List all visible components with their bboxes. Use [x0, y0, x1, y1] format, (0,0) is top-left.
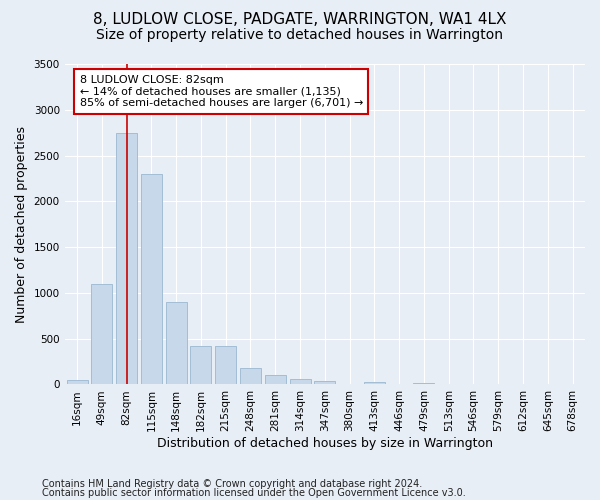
- Text: Contains HM Land Registry data © Crown copyright and database right 2024.: Contains HM Land Registry data © Crown c…: [42, 479, 422, 489]
- Bar: [240, 368, 261, 384]
- Bar: [67, 380, 88, 384]
- Bar: [91, 284, 112, 384]
- Text: 8 LUDLOW CLOSE: 82sqm
← 14% of detached houses are smaller (1,135)
85% of semi-d: 8 LUDLOW CLOSE: 82sqm ← 14% of detached …: [80, 75, 363, 108]
- Bar: [166, 302, 187, 384]
- X-axis label: Distribution of detached houses by size in Warrington: Distribution of detached houses by size …: [157, 437, 493, 450]
- Bar: [413, 383, 434, 384]
- Bar: [116, 132, 137, 384]
- Bar: [265, 376, 286, 384]
- Bar: [190, 346, 211, 385]
- Bar: [141, 174, 162, 384]
- Bar: [314, 381, 335, 384]
- Y-axis label: Number of detached properties: Number of detached properties: [15, 126, 28, 322]
- Text: Contains public sector information licensed under the Open Government Licence v3: Contains public sector information licen…: [42, 488, 466, 498]
- Bar: [215, 346, 236, 385]
- Bar: [290, 380, 311, 384]
- Text: 8, LUDLOW CLOSE, PADGATE, WARRINGTON, WA1 4LX: 8, LUDLOW CLOSE, PADGATE, WARRINGTON, WA…: [93, 12, 507, 28]
- Bar: [364, 382, 385, 384]
- Text: Size of property relative to detached houses in Warrington: Size of property relative to detached ho…: [97, 28, 503, 42]
